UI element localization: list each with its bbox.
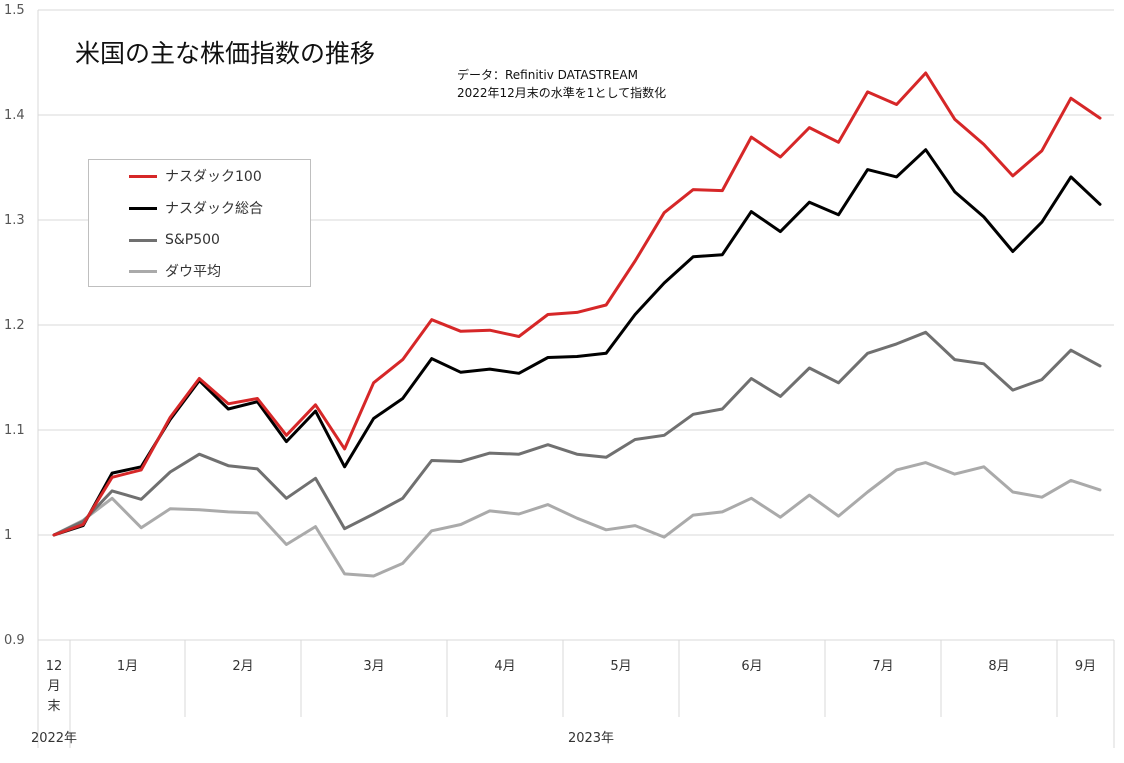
series-lines <box>52 71 1102 578</box>
y-tick-label: 1.2 <box>4 318 25 333</box>
x-month-label: 2月 <box>232 659 253 674</box>
x-month-label: 9月 <box>1075 659 1096 674</box>
legend-item-sp500: S&P500 <box>129 230 220 250</box>
x-month-label: 12 <box>46 659 63 674</box>
chart-title: 米国の主な株価指数の推移 <box>75 39 376 68</box>
x-month-label: 月 <box>47 679 60 694</box>
legend-item-nasdaq100: ナスダック100 <box>129 166 262 186</box>
x-month-label: 4月 <box>494 659 515 674</box>
y-tick-label: 1.1 <box>4 423 25 438</box>
legend-label: ダウ平均 <box>165 264 221 280</box>
y-tick-label: 0.9 <box>4 633 25 648</box>
legend-swatch <box>129 206 157 210</box>
series-line-1 <box>52 148 1102 537</box>
y-tick-label: 1.4 <box>4 108 25 123</box>
x-axis: 12 月末 1月 2月 3月 4月 5月 6月 7月 8月 9月 2022年 2023年 <box>31 640 1115 748</box>
legend-swatch <box>129 269 157 273</box>
legend-label: ナスダック総合 <box>165 201 263 217</box>
y-tick-label: 1.3 <box>4 213 25 228</box>
legend-label: ナスダック100 <box>165 169 262 185</box>
source-note: データ：Refinitiv DATASTREAM <box>457 68 638 82</box>
x-year-label: 2022年 <box>31 731 77 746</box>
legend-label: S&P500 <box>165 232 220 248</box>
x-month-label: 3月 <box>363 659 384 674</box>
x-month-label: 6月 <box>741 659 762 674</box>
legend-item-nasdaq-composite: ナスダック総合 <box>129 198 263 218</box>
x-year-label: 2023年 <box>568 731 614 746</box>
x-month-label: 5月 <box>610 659 631 674</box>
series-line-2 <box>52 330 1102 537</box>
y-tick-label: 1.5 <box>4 3 25 18</box>
y-tick-label: 1 <box>4 528 12 543</box>
legend: ナスダック100 ナスダック総合 S&P500 ダウ平均 <box>88 159 311 287</box>
series-line-3 <box>52 461 1102 578</box>
series-line-0 <box>52 71 1102 537</box>
x-month-label: 末 <box>47 699 60 714</box>
x-month-label: 7月 <box>872 659 893 674</box>
x-month-label: 1月 <box>117 659 138 674</box>
index-note: 2022年12月末の水準を1として指数化 <box>457 86 667 100</box>
legend-swatch <box>129 238 157 242</box>
x-month-label: 8月 <box>988 659 1009 674</box>
legend-item-dow: ダウ平均 <box>129 261 221 281</box>
legend-swatch <box>129 174 157 178</box>
y-axis-ticks: 0.9 1 1.1 1.2 1.3 1.4 1.5 <box>4 3 25 648</box>
